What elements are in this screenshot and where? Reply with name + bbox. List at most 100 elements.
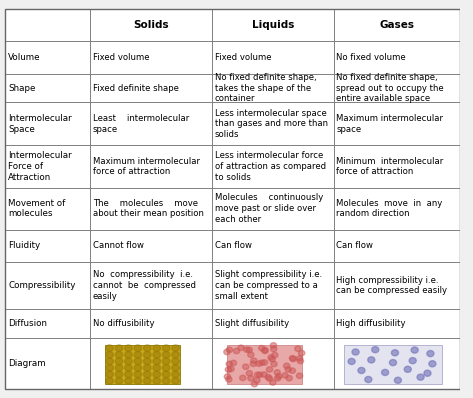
Text: Minimum  intermolecular
force of attraction: Minimum intermolecular force of attracti… xyxy=(336,156,444,176)
Circle shape xyxy=(262,347,268,353)
Circle shape xyxy=(274,370,280,375)
Circle shape xyxy=(270,343,277,348)
Circle shape xyxy=(297,358,304,364)
Circle shape xyxy=(285,367,291,372)
Text: Molecules    continuously
move past or slide over
each other: Molecules continuously move past or slid… xyxy=(215,193,323,224)
Text: No  compressibility  i.e.
cannot  be  compressed
easily: No compressibility i.e. cannot be compre… xyxy=(93,270,196,301)
Bar xyxy=(90,74,212,102)
Circle shape xyxy=(295,346,301,351)
Text: No fixed volume: No fixed volume xyxy=(336,53,406,62)
Circle shape xyxy=(417,374,424,380)
Circle shape xyxy=(271,361,277,367)
Text: Compressibility: Compressibility xyxy=(8,281,75,290)
Circle shape xyxy=(143,351,151,358)
Text: Shape: Shape xyxy=(8,84,35,92)
Circle shape xyxy=(226,361,232,367)
Circle shape xyxy=(153,378,160,384)
Circle shape xyxy=(250,361,256,367)
Circle shape xyxy=(143,371,151,378)
Bar xyxy=(212,102,333,145)
Text: Solids: Solids xyxy=(133,20,169,30)
Circle shape xyxy=(115,345,123,351)
Circle shape xyxy=(162,371,170,378)
Circle shape xyxy=(389,359,396,366)
Text: Slight compressibility i.e.
can be compressed to a
small extent: Slight compressibility i.e. can be compr… xyxy=(215,270,322,301)
Bar xyxy=(90,309,212,338)
Circle shape xyxy=(225,367,232,373)
Circle shape xyxy=(289,368,296,373)
Text: Maximum intermolecular
space: Maximum intermolecular space xyxy=(336,114,443,134)
Bar xyxy=(5,338,90,389)
Circle shape xyxy=(289,355,296,361)
Circle shape xyxy=(251,381,258,387)
Circle shape xyxy=(276,374,282,379)
Circle shape xyxy=(297,373,303,378)
Circle shape xyxy=(271,346,277,352)
Bar xyxy=(333,9,460,41)
Circle shape xyxy=(172,365,179,371)
Circle shape xyxy=(125,378,132,384)
Circle shape xyxy=(172,371,179,378)
Circle shape xyxy=(106,378,114,384)
Circle shape xyxy=(358,367,365,374)
Circle shape xyxy=(266,367,273,372)
Circle shape xyxy=(348,358,355,365)
Circle shape xyxy=(265,375,272,380)
Circle shape xyxy=(365,377,372,382)
Circle shape xyxy=(233,348,240,354)
Circle shape xyxy=(244,347,250,352)
Bar xyxy=(212,262,333,309)
Bar xyxy=(212,230,333,262)
Circle shape xyxy=(297,356,303,361)
Text: Can flow: Can flow xyxy=(336,241,373,250)
Bar xyxy=(90,145,212,187)
Circle shape xyxy=(125,345,132,351)
Circle shape xyxy=(134,345,141,351)
Bar xyxy=(5,102,90,145)
Text: High compressibility i.e.
can be compressed easily: High compressibility i.e. can be compres… xyxy=(336,276,447,295)
Circle shape xyxy=(286,375,292,381)
Circle shape xyxy=(172,378,179,384)
Text: Least    intermolecular
space: Least intermolecular space xyxy=(93,114,189,134)
Text: Diffusion: Diffusion xyxy=(8,319,47,328)
Bar xyxy=(90,338,212,389)
Circle shape xyxy=(172,345,179,351)
Text: Fixed volume: Fixed volume xyxy=(93,53,149,62)
Text: Maximum intermolecular
force of attraction: Maximum intermolecular force of attracti… xyxy=(93,156,200,176)
Text: Intermolecular
Space: Intermolecular Space xyxy=(8,114,72,134)
Text: Liquids: Liquids xyxy=(252,20,294,30)
Circle shape xyxy=(246,371,253,376)
Bar xyxy=(333,230,460,262)
Circle shape xyxy=(228,366,234,372)
Circle shape xyxy=(411,347,418,353)
Circle shape xyxy=(246,347,253,353)
Circle shape xyxy=(254,372,261,378)
Circle shape xyxy=(274,376,281,381)
Bar xyxy=(5,9,90,41)
Bar xyxy=(90,41,212,74)
Circle shape xyxy=(115,371,123,378)
Circle shape xyxy=(272,352,278,358)
Bar xyxy=(5,145,90,187)
Circle shape xyxy=(172,358,179,365)
Circle shape xyxy=(115,358,123,365)
Circle shape xyxy=(429,361,436,367)
Bar xyxy=(333,102,460,145)
Circle shape xyxy=(226,377,232,382)
Text: Less intermolecular force
of attraction as compared
to solids: Less intermolecular force of attraction … xyxy=(215,151,326,182)
Bar xyxy=(333,41,460,74)
Bar xyxy=(90,102,212,145)
Bar xyxy=(333,145,460,187)
Circle shape xyxy=(106,351,114,358)
Circle shape xyxy=(248,352,254,357)
Text: Gases: Gases xyxy=(379,20,414,30)
Circle shape xyxy=(262,360,268,365)
Text: Molecules  move  in  any
random direction: Molecules move in any random direction xyxy=(336,199,443,219)
Circle shape xyxy=(270,380,276,385)
Circle shape xyxy=(143,358,151,365)
Circle shape xyxy=(143,345,151,351)
Text: Fixed definite shape: Fixed definite shape xyxy=(93,84,179,92)
Text: No diffusibility: No diffusibility xyxy=(93,319,155,328)
Bar xyxy=(212,145,333,187)
Circle shape xyxy=(240,375,246,380)
